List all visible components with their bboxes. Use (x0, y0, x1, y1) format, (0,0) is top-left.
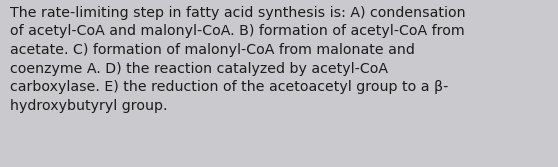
Text: The rate-limiting step in fatty acid synthesis is: A) condensation
of acetyl-CoA: The rate-limiting step in fatty acid syn… (10, 6, 466, 113)
